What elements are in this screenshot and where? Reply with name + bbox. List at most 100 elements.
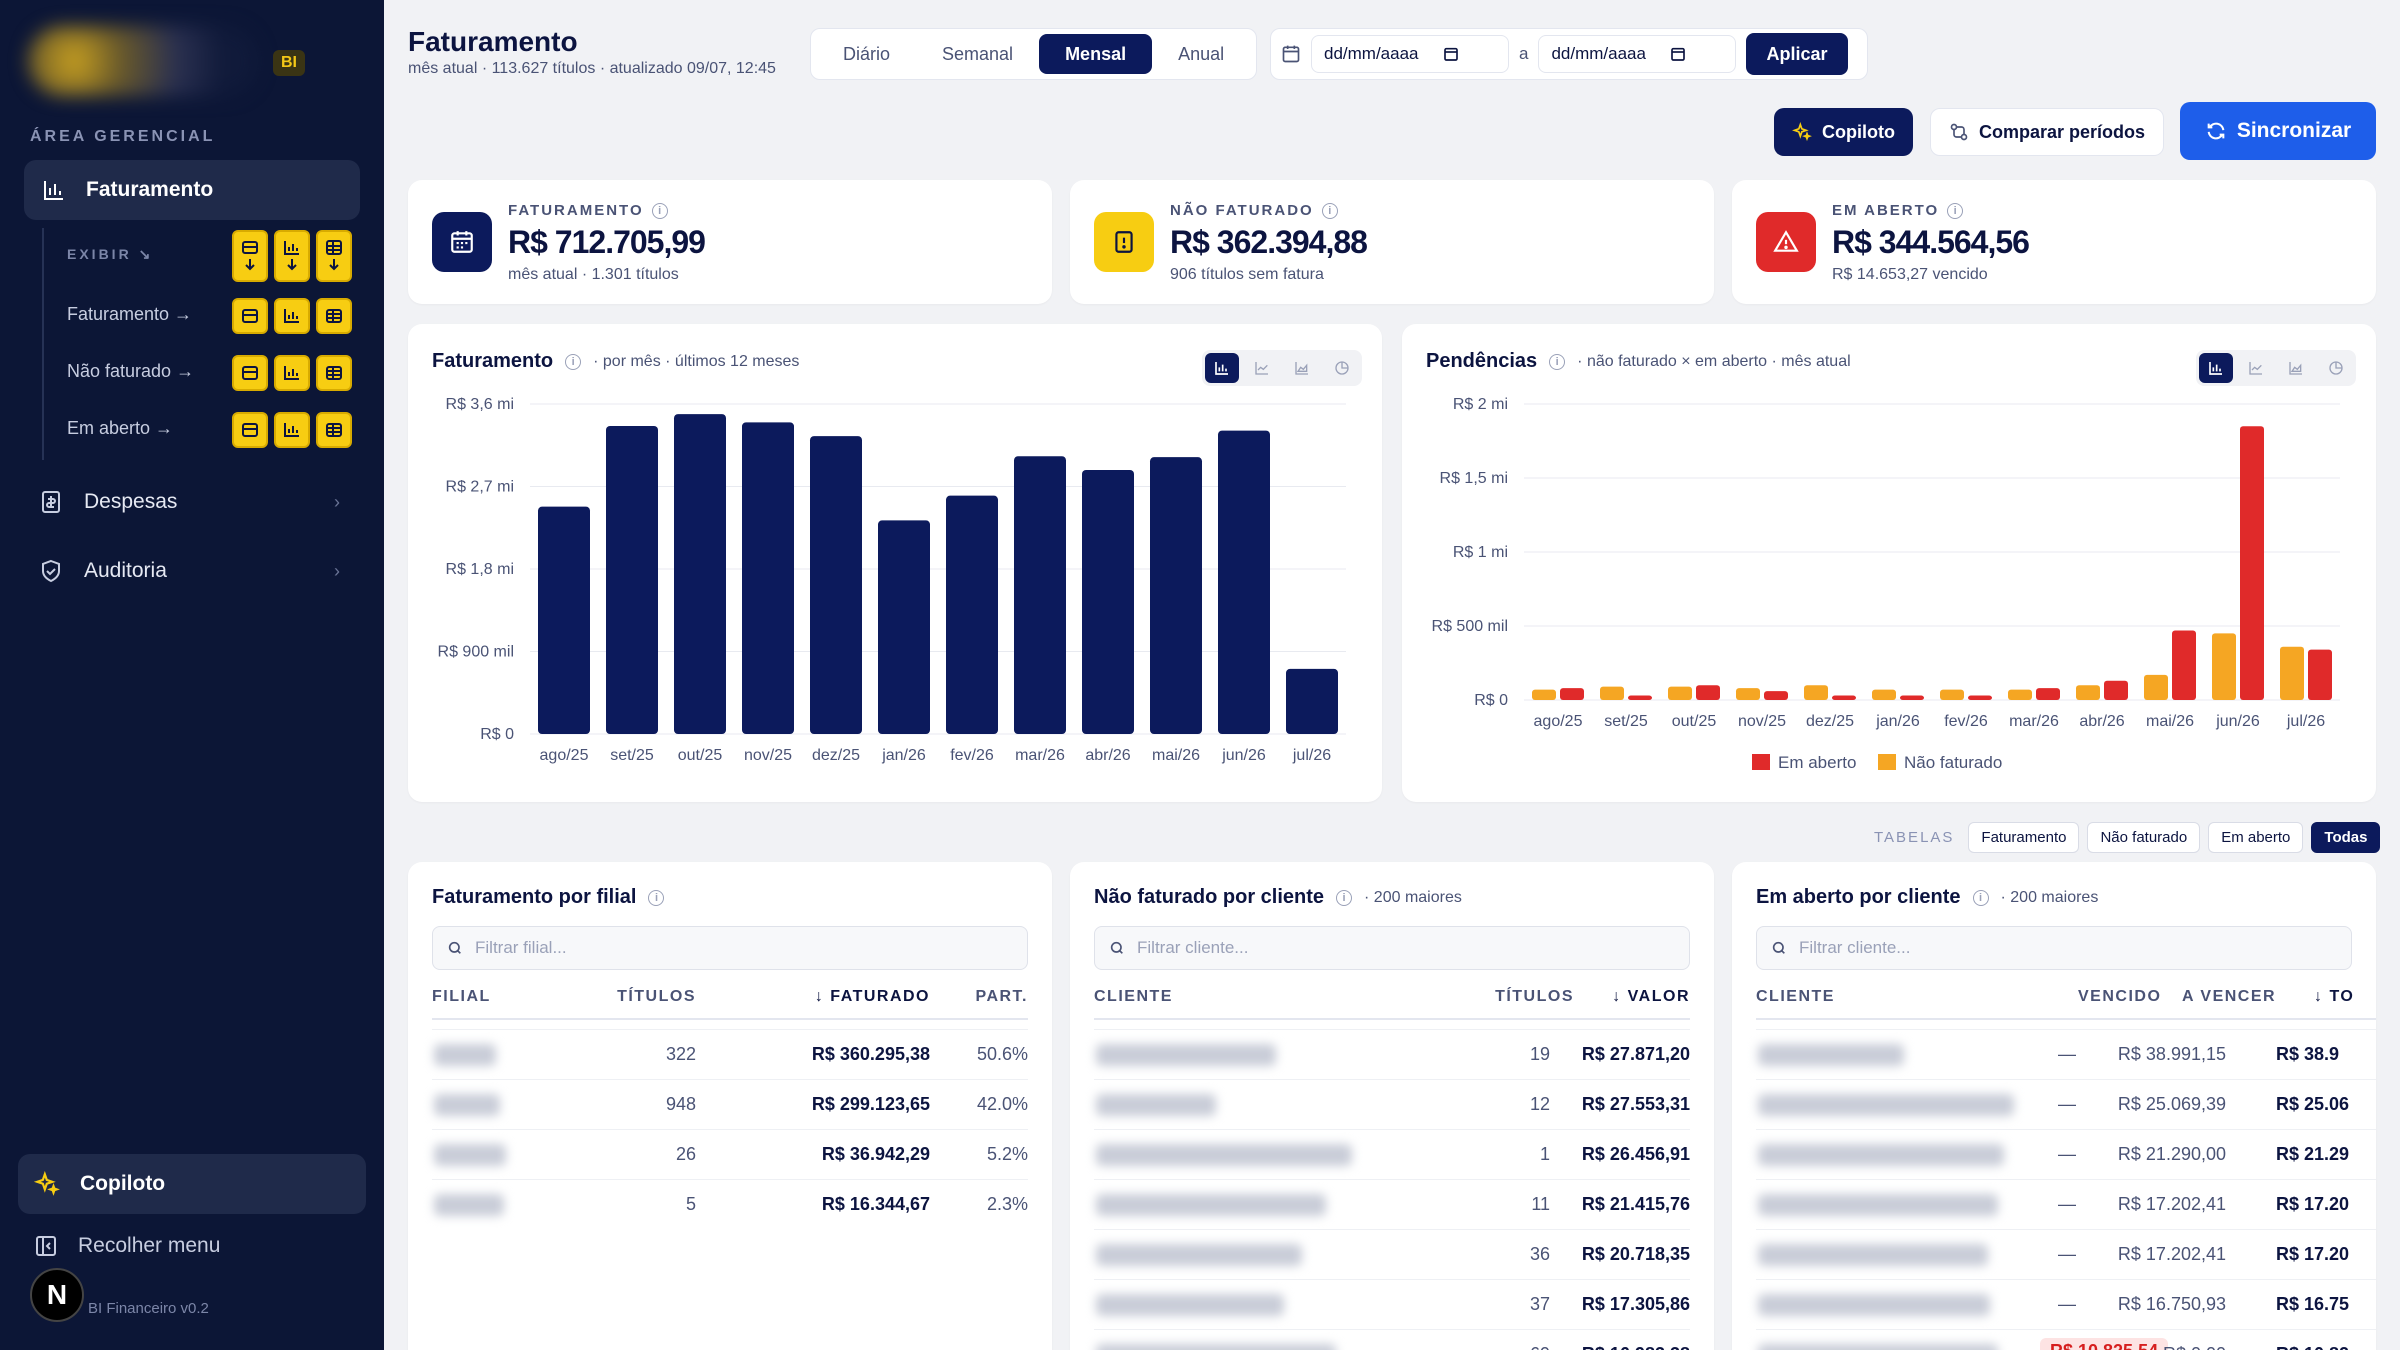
bar[interactable] — [1014, 456, 1066, 734]
nao-faturado-bar[interactable] — [1804, 685, 1828, 700]
table-row[interactable]: 11 R$ 21.415,76 — [1094, 1179, 1690, 1229]
table-row[interactable]: 26 R$ 36.942,29 5.2% — [432, 1129, 1028, 1179]
period-diario[interactable]: Diário — [843, 44, 891, 64]
sub-item-nao-faturado[interactable]: Não faturado → — [67, 361, 194, 382]
sync-button[interactable]: Sincronizar — [2180, 102, 2376, 160]
bar[interactable] — [1082, 470, 1134, 734]
sub-item-faturamento[interactable]: Faturamento → — [67, 304, 192, 325]
info-icon[interactable]: i — [1549, 353, 1566, 370]
bar[interactable] — [1150, 457, 1202, 734]
em-aberto-bar[interactable] — [2104, 680, 2128, 700]
col-valor[interactable]: ↓ VALOR — [1612, 988, 1690, 1005]
bar[interactable] — [1218, 430, 1270, 734]
table-row[interactable]: 5 R$ 16.344,67 2.3% — [432, 1179, 1028, 1229]
avatar[interactable]: N — [30, 1268, 84, 1322]
em-aberto-bar[interactable] — [1968, 695, 1992, 700]
info-icon[interactable]: i — [648, 889, 665, 906]
bar[interactable] — [946, 495, 998, 734]
em-aberto-bar[interactable] — [1764, 691, 1788, 700]
sub-item-em-aberto[interactable]: Em aberto → — [67, 418, 173, 439]
bar[interactable] — [1286, 668, 1338, 734]
calendar-picker-icon[interactable] — [1670, 46, 1686, 62]
tab-nao-faturado[interactable]: Não faturado — [2087, 822, 2201, 853]
info-icon[interactable]: i — [1947, 202, 1964, 219]
area-chart-icon[interactable] — [1285, 353, 1319, 383]
period-semanal[interactable]: Semanal — [942, 44, 1014, 64]
table-row[interactable]: 1 R$ 26.456,91 — [1094, 1129, 1690, 1179]
nao-faturado-table-button[interactable] — [316, 355, 352, 391]
table-row[interactable]: 36 R$ 20.718,35 — [1094, 1229, 1690, 1279]
col-cliente[interactable]: CLIENTE — [1094, 988, 1173, 1005]
nao-faturado-bar[interactable] — [2280, 646, 2304, 700]
nao-faturado-bar[interactable] — [2144, 674, 2168, 700]
line-chart-icon[interactable] — [2239, 353, 2273, 383]
col-total[interactable]: ↓ TO — [2314, 988, 2355, 1005]
nao-faturado-bar[interactable] — [1532, 689, 1556, 700]
show-all-tables-button[interactable] — [316, 230, 352, 282]
area-chart-icon[interactable] — [2279, 353, 2313, 383]
copiloto-button[interactable]: Copiloto — [1774, 108, 1913, 156]
table-row[interactable]: — R$ 16.750,93 R$ 16.75 — [1756, 1279, 2376, 1329]
nao-faturado-bar[interactable] — [1940, 689, 1964, 700]
nao-faturado-bar[interactable] — [1600, 686, 1624, 700]
col-filial[interactable]: FILIAL — [432, 988, 491, 1005]
em-aberto-bar[interactable] — [2240, 426, 2264, 700]
nao-faturado-bar[interactable] — [2008, 689, 2032, 700]
compare-periods-button[interactable]: Comparar períodos — [1930, 108, 2165, 156]
em-aberto-bar[interactable] — [2172, 630, 2196, 700]
table-row[interactable]: 69 R$ 16.983,38 — [1094, 1329, 1690, 1350]
sidebar-item-faturamento[interactable]: Faturamento — [24, 160, 360, 220]
em-aberto-bar[interactable] — [1560, 688, 1584, 700]
bar-chart-icon[interactable] — [2199, 353, 2233, 383]
info-icon[interactable]: i — [1321, 202, 1338, 219]
bar[interactable] — [674, 414, 726, 734]
pie-chart-icon[interactable] — [2319, 353, 2353, 383]
table-row[interactable]: 12 R$ 27.553,31 — [1094, 1079, 1690, 1129]
pie-chart-icon[interactable] — [1325, 353, 1359, 383]
calendar-picker-icon[interactable] — [1443, 46, 1459, 62]
faturamento-card-button[interactable] — [232, 298, 268, 334]
collapse-menu-button[interactable]: Recolher menu — [34, 1234, 220, 1258]
em-aberto-bar[interactable] — [2308, 649, 2332, 700]
col-cliente[interactable]: CLIENTE — [1756, 988, 1835, 1005]
bar[interactable] — [606, 426, 658, 734]
nao-faturado-bar[interactable] — [2212, 633, 2236, 700]
filter-cliente-input[interactable]: Filtrar cliente... — [1094, 926, 1690, 970]
tab-faturamento[interactable]: Faturamento — [1968, 822, 2080, 853]
apply-button[interactable]: Aplicar — [1746, 33, 1848, 75]
em-aberto-bar[interactable] — [1628, 695, 1652, 700]
col-part[interactable]: PART. — [975, 988, 1028, 1005]
filter-filial-input[interactable]: Filtrar filial... — [432, 926, 1028, 970]
faturamento-table-button[interactable] — [316, 298, 352, 334]
em-aberto-table-button[interactable] — [316, 412, 352, 448]
info-icon[interactable]: i — [565, 353, 582, 370]
em-aberto-bar[interactable] — [2036, 688, 2060, 700]
table-row[interactable]: 19 R$ 27.871,20 — [1094, 1029, 1690, 1079]
table-row[interactable]: 948 R$ 299.123,65 42.0% — [432, 1079, 1028, 1129]
em-aberto-chart-button[interactable] — [274, 412, 310, 448]
show-all-charts-button[interactable] — [274, 230, 310, 282]
col-titulos[interactable]: TÍTULOS — [1495, 988, 1574, 1005]
em-aberto-bar[interactable] — [1832, 695, 1856, 700]
em-aberto-card-button[interactable] — [232, 412, 268, 448]
line-chart-icon[interactable] — [1245, 353, 1279, 383]
period-anual[interactable]: Anual — [1178, 44, 1225, 64]
period-mensal[interactable]: Mensal — [1039, 34, 1153, 74]
tab-todas[interactable]: Todas — [2311, 822, 2381, 853]
nao-faturado-bar[interactable] — [1872, 689, 1896, 700]
tab-em-aberto[interactable]: Em aberto — [2208, 822, 2304, 853]
nao-faturado-chart-button[interactable] — [274, 355, 310, 391]
table-row[interactable]: — R$ 21.290,00 R$ 21.29 — [1756, 1129, 2376, 1179]
bar[interactable] — [538, 506, 590, 734]
nao-faturado-bar[interactable] — [1668, 686, 1692, 700]
table-row[interactable]: — R$ 17.202,41 R$ 17.20 — [1756, 1229, 2376, 1279]
nao-faturado-card-button[interactable] — [232, 355, 268, 391]
table-row[interactable]: — R$ 25.069,39 R$ 25.06 — [1756, 1079, 2376, 1129]
table-row[interactable]: 37 R$ 17.305,86 — [1094, 1279, 1690, 1329]
bar[interactable] — [878, 520, 930, 734]
sidebar-item-despesas[interactable]: Despesas › — [40, 490, 340, 514]
bar[interactable] — [742, 422, 794, 734]
date-end-input[interactable]: dd/mm/aaaa — [1538, 35, 1737, 73]
show-all-cards-button[interactable] — [232, 230, 268, 282]
col-faturado[interactable]: ↓ FATURADO — [814, 988, 930, 1005]
